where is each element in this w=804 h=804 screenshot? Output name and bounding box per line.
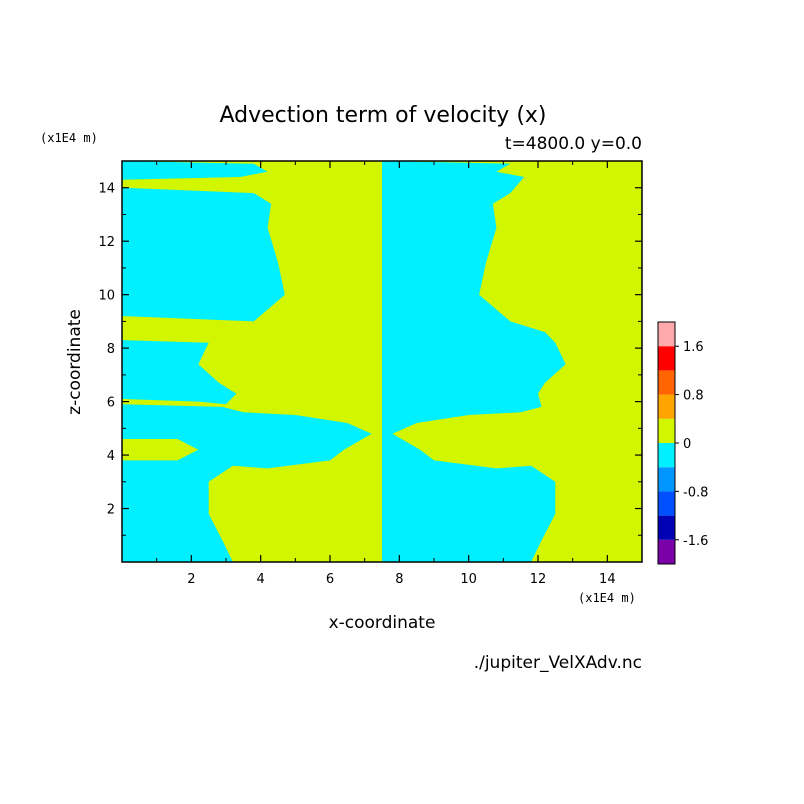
x-tick-label: 8 <box>395 572 403 587</box>
colorbar-swatch <box>658 394 675 419</box>
contour-region-right-small-green-lobe <box>565 439 642 461</box>
colorbar-swatch <box>658 539 675 564</box>
contour-region-left-mid-lobe <box>122 340 237 405</box>
plot-frame <box>121 160 643 563</box>
y-tick-label: 8 <box>107 342 115 357</box>
colorbar-swatch <box>658 370 675 395</box>
colorbar-label: 0.8 <box>683 389 704 404</box>
y-tick-label: 14 <box>98 182 115 197</box>
contour-region-right-green-band-2 <box>544 318 642 343</box>
colorbar-label: -0.8 <box>683 485 708 500</box>
axis-ticks: 2 4 6 8 10 12 14 2 4 6 8 10 12 14 <box>98 160 643 587</box>
colorbar: -1.6 -0.8 0 0.8 1.6 <box>657 321 708 565</box>
colorbar-label: -1.6 <box>683 534 708 549</box>
colorbar-label: 1.6 <box>683 340 704 355</box>
colorbar-swatch <box>658 491 675 516</box>
y-unit-label: (x1E4 m) <box>40 131 98 145</box>
y-axis-label: z-coordinate <box>65 309 85 415</box>
colorbar-swatch <box>658 515 675 540</box>
y-tick-label: 6 <box>107 396 115 411</box>
chart-subtitle: t=4800.0 y=0.0 <box>505 134 642 154</box>
y-tick-label: 12 <box>98 235 115 250</box>
y-tick-label: 10 <box>98 289 115 304</box>
colorbar-swatch <box>658 322 675 347</box>
y-tick-label: 2 <box>107 503 115 518</box>
x-unit-label: (x1E4 m) <box>578 591 636 605</box>
contour-region-right-green-band-3 <box>510 179 642 194</box>
colorbar-label: 0 <box>683 437 691 452</box>
colorbar-swatch <box>658 418 675 443</box>
x-tick-label: 4 <box>257 572 265 587</box>
source-file-label: ./jupiter_VelXAdv.nc <box>474 653 642 673</box>
colorbar-swatch <box>658 467 675 492</box>
y-tick-label: 4 <box>107 449 115 464</box>
contour-region-left-top-strip <box>122 161 268 180</box>
contour-region-right-green-band-1 <box>544 401 642 410</box>
colorbar-swatch <box>658 443 675 468</box>
x-tick-label: 10 <box>460 572 477 587</box>
contour-region-right-half <box>382 161 566 562</box>
plot-area <box>121 160 643 563</box>
contour-region-left-small-green-lobe <box>122 439 199 461</box>
x-tick-label: 2 <box>187 572 195 587</box>
x-tick-label: 6 <box>326 572 334 587</box>
x-tick-label: 12 <box>530 572 547 587</box>
contour-region-left-upper-lobe <box>122 187 285 322</box>
x-axis-label: x-coordinate <box>329 613 436 633</box>
colorbar-swatch <box>658 346 675 371</box>
x-tick-label: 14 <box>599 572 616 587</box>
chart-title: Advection term of velocity (x) <box>219 103 546 128</box>
